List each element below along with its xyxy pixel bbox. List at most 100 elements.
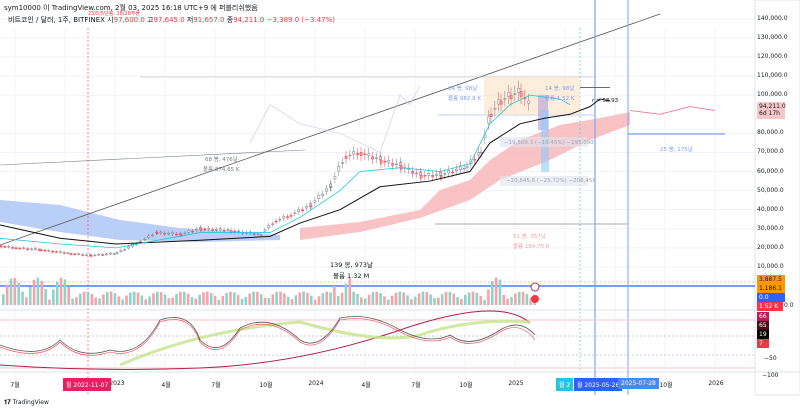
- top-annotation: 23/5/5단봉, 18/28주플: [88, 11, 141, 17]
- volume-bar: [206, 291, 209, 305]
- candle: [183, 232, 187, 235]
- volume-bar: [252, 291, 255, 305]
- price-tick: 10,000.0: [757, 262, 784, 270]
- price-tick: 120,000.0: [757, 53, 788, 61]
- volume-bar: [5, 284, 9, 305]
- volume-tag-a: 3,887.5: [757, 275, 785, 284]
- volume-bar: [190, 297, 194, 305]
- volume-bar: [413, 296, 417, 305]
- volume-bar: [271, 294, 275, 305]
- volume-bar: [79, 293, 82, 305]
- volume-bar: [86, 291, 90, 305]
- candle: [499, 100, 503, 105]
- candle: [18, 247, 22, 250]
- candle: [527, 100, 531, 104]
- volume-bar: [275, 292, 278, 305]
- volume-bar: [32, 279, 36, 305]
- price-tick: 40,000.0: [757, 205, 784, 213]
- drop-2-label: −20,845.6 (−25.72%) −208,456: [506, 178, 596, 184]
- candle: [282, 216, 286, 219]
- lightning-icon: [530, 282, 540, 292]
- range-f-label: 25 봉, 175날: [660, 147, 693, 153]
- volume-bar: [494, 277, 498, 305]
- candle: [325, 188, 328, 192]
- volume-bar: [9, 278, 13, 305]
- volume-bar: [410, 299, 413, 305]
- candle: [313, 200, 317, 203]
- volume-bar: [394, 292, 398, 305]
- volume-bar: [121, 299, 124, 305]
- candle: [371, 156, 374, 160]
- volume-bar: [306, 292, 309, 305]
- candle: [286, 216, 289, 218]
- osc-tag-3: 19: [757, 330, 769, 339]
- volume-bar: [28, 286, 32, 305]
- candle: [229, 230, 233, 233]
- candle: [59, 251, 62, 253]
- volume-bar: [379, 293, 382, 305]
- candle: [93, 254, 97, 257]
- candle: [477, 152, 480, 156]
- volume-bar: [348, 278, 352, 305]
- candle: [109, 252, 112, 255]
- time-tick: 4월: [361, 382, 371, 389]
- candle: [195, 228, 198, 231]
- volume-bar: [333, 285, 336, 305]
- candle: [62, 252, 66, 254]
- volume-bar: [471, 291, 475, 305]
- candle: [317, 195, 321, 199]
- candle: [379, 159, 383, 164]
- volume-bar: [117, 296, 121, 305]
- range-c-volume: 볼륨 982.8 K: [448, 96, 481, 102]
- candle: [237, 230, 241, 232]
- price-tick: 110,000.0: [757, 72, 788, 80]
- volume-bar: [313, 299, 317, 305]
- candle: [105, 253, 108, 255]
- candle: [309, 205, 313, 207]
- candle: [341, 162, 344, 164]
- candle: [363, 153, 367, 155]
- candle: [435, 174, 438, 176]
- symbol-title[interactable]: 비트코인 / 달러, 1주, BITFINEX: [8, 16, 105, 24]
- candle: [415, 172, 418, 175]
- candle: [155, 232, 159, 234]
- candle: [163, 232, 167, 235]
- candle: [11, 247, 15, 249]
- volume-bar: [225, 292, 228, 305]
- time-tick: 10월: [259, 382, 273, 389]
- volume-bar: [213, 296, 217, 305]
- volume-bar: [475, 292, 479, 305]
- volume-bar: [363, 298, 367, 305]
- volume-bar: [186, 293, 190, 305]
- volume-bar: [356, 293, 359, 305]
- volume-bar: [417, 293, 421, 305]
- volume-bar: [283, 293, 286, 305]
- candle: [47, 250, 51, 252]
- volume-bar: [233, 292, 236, 305]
- volume-bar: [221, 295, 225, 305]
- time-tick: 7월: [10, 382, 20, 389]
- volume-bar: [13, 278, 17, 305]
- candle: [127, 246, 131, 249]
- volume-bar: [529, 297, 533, 305]
- candle: [507, 92, 511, 97]
- candle: [115, 252, 119, 254]
- range-a-volume: 볼륨 874.65 K: [203, 167, 240, 173]
- candle: [503, 98, 507, 100]
- candle: [3, 246, 7, 248]
- volume-bar: [17, 282, 20, 305]
- candle: [26, 248, 29, 250]
- price-tick: 130,000.0: [757, 33, 788, 41]
- range-line-a: [0, 149, 306, 166]
- volume-bar: [460, 298, 463, 305]
- volume-bar: [440, 294, 444, 305]
- tradingview-logo[interactable]: 𝟏𝟕 TradingView: [4, 399, 49, 407]
- candle: [211, 229, 215, 231]
- date-range-box: [484, 77, 580, 115]
- volume-bar: [209, 292, 213, 305]
- candle: [419, 172, 422, 176]
- time-tag-blue-2: 2025-07-28: [618, 378, 659, 389]
- candle: [89, 255, 93, 257]
- flag-icon: [531, 295, 539, 303]
